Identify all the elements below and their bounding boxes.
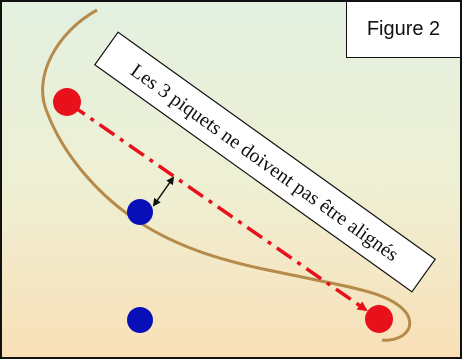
- distance-arrow: [152, 176, 175, 207]
- rope-curve: [41, 8, 411, 342]
- blue-stake-middle: [127, 199, 153, 225]
- red-stake-top: [53, 88, 81, 116]
- alignment-line: [69, 102, 368, 312]
- figure-label: Figure 2: [346, 2, 460, 58]
- red-stake-bottom: [365, 305, 393, 333]
- caption-text: Les 3 piquets ne doivent pas être aligné…: [126, 60, 402, 267]
- blue-stake-bottom: [127, 307, 153, 333]
- caption-box: Les 3 piquets ne doivent pas être aligné…: [93, 31, 437, 293]
